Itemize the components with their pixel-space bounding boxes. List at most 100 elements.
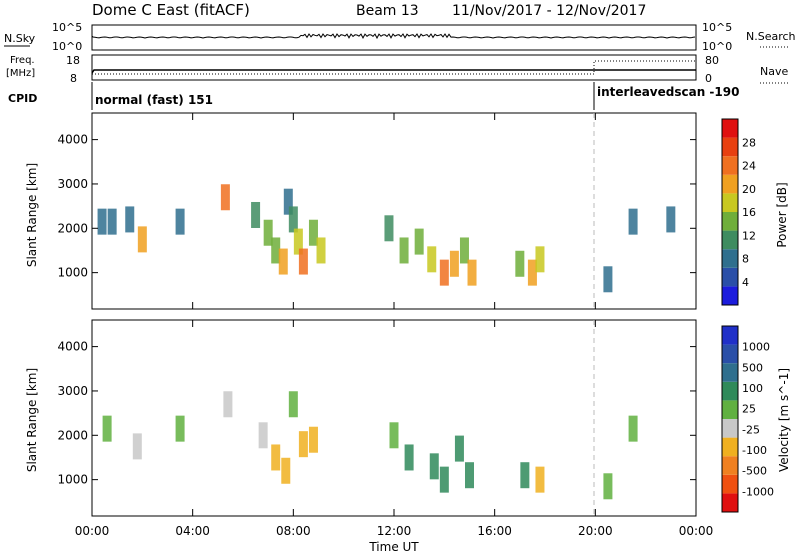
- power-cell: [293, 228, 303, 255]
- power-cell: [251, 201, 261, 228]
- velocity-colorbar-swatch: [722, 474, 738, 494]
- power-colorbar-swatch: [722, 212, 738, 231]
- velocity-colorbar-tick: 25: [742, 403, 756, 416]
- power-colorbar-swatch: [722, 137, 738, 157]
- velocity-cell: [223, 391, 233, 418]
- freq-trace: [91, 69, 696, 74]
- power-cell: [459, 237, 469, 264]
- freq-tick-top: 18: [66, 54, 80, 67]
- power-colorbar-tick: 20: [742, 183, 756, 196]
- velocity-colorbar-tick: 100: [742, 382, 763, 395]
- power-cell: [137, 226, 147, 253]
- xtick-label: 08:00: [276, 524, 311, 538]
- power-ytick-label: 4000: [57, 133, 88, 147]
- velocity-y-axis-label: Slant Range [km]: [25, 368, 39, 472]
- power-colorbar-label: Power [dB]: [775, 182, 789, 247]
- power-colorbar-tick: 28: [742, 136, 756, 149]
- power-cell: [628, 208, 638, 235]
- velocity-colorbar-swatch: [722, 381, 738, 401]
- velocity-colorbar: 1000 500 100 25 -25 -100 -500 -1000: [721, 325, 774, 513]
- velocity-cell: [454, 435, 464, 462]
- power-cell: [603, 266, 613, 293]
- velocity-cell: [628, 415, 638, 442]
- power-colorbar-swatch: [722, 230, 738, 250]
- velocity-cell: [404, 444, 414, 471]
- power-colorbar-swatch: [722, 174, 738, 194]
- xtick-label: 12:00: [377, 524, 412, 538]
- velocity-ytick-label: 3000: [57, 384, 88, 398]
- power-cell: [515, 250, 525, 277]
- power-cell: [278, 248, 288, 275]
- nsearch-tick-top: 10^5: [702, 21, 732, 34]
- power-cell: [271, 237, 281, 264]
- time-x-ticks: 00:00 04:00 08:00 12:00 16:00 20:00 00:00: [75, 113, 714, 538]
- power-cell: [125, 206, 135, 233]
- power-colorbar-swatch: [722, 267, 738, 287]
- date-range: 11/Nov/2017 - 12/Nov/2017: [452, 3, 646, 19]
- nave-tick-bottom: 0: [705, 72, 712, 85]
- velocity-colorbar-swatch: [722, 400, 738, 419]
- power-colorbar-frame: [721, 118, 739, 306]
- power-cell: [467, 259, 477, 286]
- velocity-cell: [298, 431, 308, 458]
- power-cell: [288, 206, 298, 233]
- xtick-label: 04:00: [175, 524, 210, 538]
- nsearch-label: N.Search: [746, 30, 796, 43]
- power-cell: [449, 250, 459, 277]
- velocity-colorbar-frame: [721, 325, 739, 513]
- time-x-axis-label: Time UT: [368, 540, 419, 554]
- power-cell: [283, 188, 293, 215]
- velocity-cell: [258, 422, 268, 449]
- velocity-colorbar-tick: 1000: [742, 341, 770, 354]
- power-cell: [384, 215, 394, 242]
- velocity-cell: [175, 415, 185, 442]
- power-colorbar-tick: 4: [742, 276, 749, 289]
- velocity-colorbar-tick: -25: [742, 423, 760, 436]
- power-cell: [97, 208, 107, 235]
- nave-label: Nave: [760, 65, 788, 78]
- power-y-axis-label: Slant Range [km]: [25, 163, 39, 267]
- velocity-cell: [603, 473, 613, 500]
- freq-strip-frame: [91, 54, 697, 81]
- power-cell: [439, 259, 449, 286]
- nave-trace: [92, 60, 696, 75]
- power-colorbar-swatch: [722, 193, 738, 212]
- power-cell: [414, 228, 424, 255]
- velocity-cell: [520, 462, 530, 489]
- velocity-cell: [308, 426, 318, 453]
- xtick-label: 00:00: [679, 524, 714, 538]
- velocity-colorbar-swatch: [722, 419, 738, 438]
- xtick-label: 16:00: [477, 524, 512, 538]
- power-cell: [298, 248, 308, 275]
- cpid-mode-normal: normal (fast) 151: [95, 93, 213, 107]
- nsky-tick-bottom: 10^0: [52, 40, 82, 53]
- cpid-mode-interleaved: interleavedscan -190: [597, 85, 739, 99]
- velocity-ytick-label: 1000: [57, 473, 88, 487]
- velocity-cells: [102, 391, 638, 500]
- velocity-colorbar-swatch: [722, 363, 738, 382]
- xtick-label: 00:00: [75, 524, 110, 538]
- velocity-cell: [102, 415, 112, 442]
- power-colorbar: 28 24 20 16 12 8 4: [721, 118, 756, 306]
- xtick-label: 20:00: [578, 524, 613, 538]
- velocity-colorbar-tick: 500: [742, 361, 763, 374]
- power-cell: [263, 219, 273, 246]
- station-title: Dome C East (fitACF): [92, 1, 250, 19]
- power-cell: [527, 259, 537, 286]
- power-cell: [399, 237, 409, 264]
- nsky-label: N.Sky: [4, 32, 36, 45]
- power-colorbar-swatch: [722, 156, 738, 175]
- power-cell: [666, 206, 676, 233]
- velocity-ytick-label: 4000: [57, 340, 88, 354]
- power-cell: [427, 246, 437, 273]
- power-cell: [316, 237, 326, 264]
- nsearch-tick-bottom: 10^0: [702, 40, 732, 53]
- velocity-cell: [281, 457, 291, 484]
- power-colorbar-tick: 24: [742, 160, 756, 173]
- velocity-cell: [389, 422, 399, 449]
- velocity-colorbar-swatch: [722, 493, 738, 512]
- velocity-colorbar-tick: -500: [742, 465, 767, 478]
- nsky-tick-top: 10^5: [52, 21, 82, 34]
- velocity-colorbar-swatch: [722, 344, 738, 364]
